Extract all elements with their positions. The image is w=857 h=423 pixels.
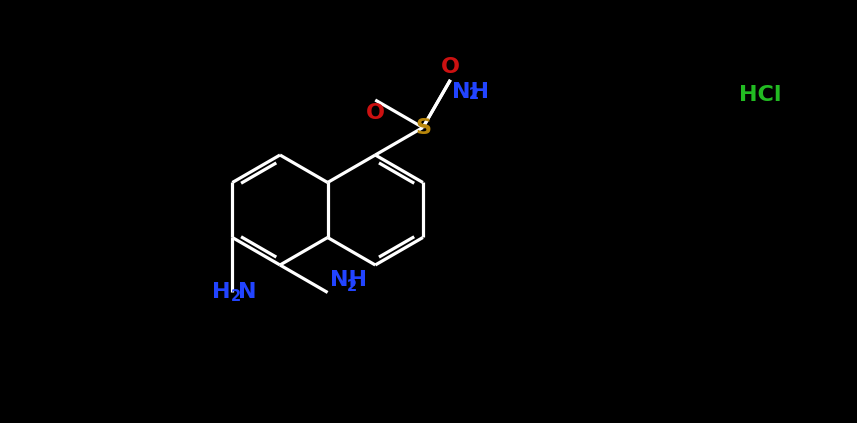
Text: S: S [415, 118, 431, 137]
Text: NH: NH [452, 82, 489, 102]
Text: H: H [212, 283, 231, 302]
Text: HCl: HCl [739, 85, 782, 105]
Text: O: O [366, 103, 385, 123]
Text: O: O [440, 57, 460, 77]
Text: N: N [237, 283, 256, 302]
Text: 2: 2 [346, 279, 357, 294]
Text: 2: 2 [231, 289, 242, 304]
Text: 2: 2 [469, 87, 479, 102]
Text: NH: NH [330, 269, 367, 289]
